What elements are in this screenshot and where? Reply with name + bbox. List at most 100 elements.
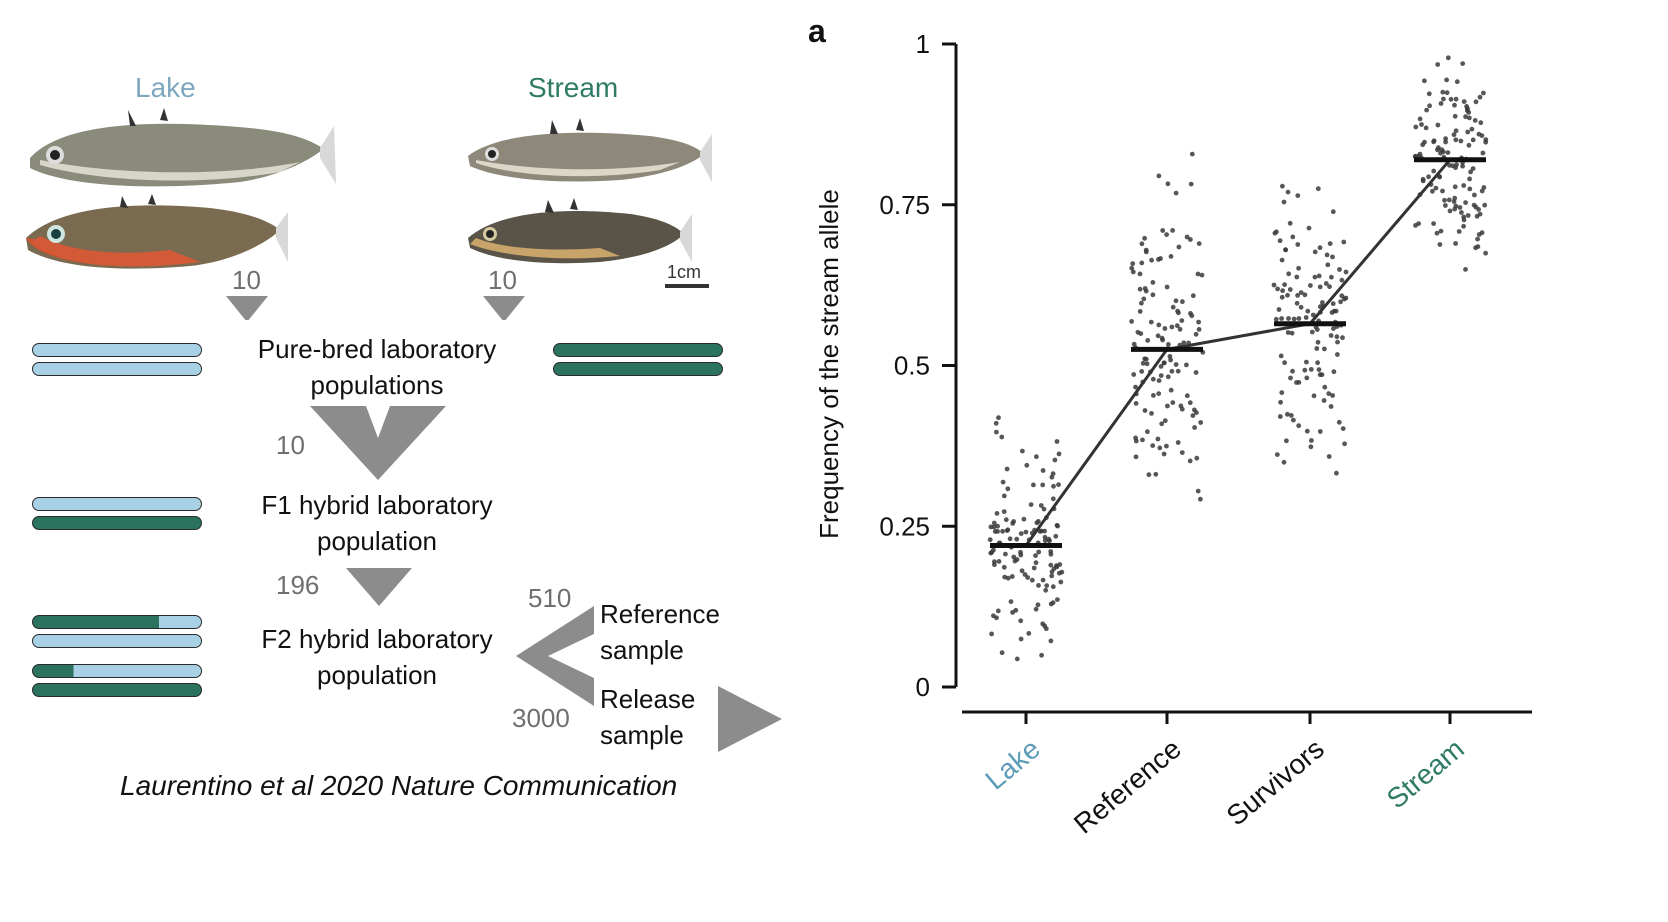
data-point (1330, 209, 1336, 215)
lake-fish-female-icon (26, 194, 288, 269)
data-point (1473, 99, 1479, 105)
data-point (1309, 438, 1314, 443)
data-point (1477, 94, 1483, 100)
data-point (995, 608, 1001, 614)
data-point (1143, 249, 1149, 255)
data-point (1158, 364, 1164, 369)
data-point (1195, 488, 1201, 494)
data-point (1416, 221, 1421, 227)
data-point (1316, 367, 1322, 372)
data-point (1479, 133, 1485, 139)
data-point (994, 429, 999, 435)
data-point (1034, 454, 1039, 460)
data-point (1438, 101, 1444, 106)
data-point (1129, 265, 1135, 271)
data-point (1165, 374, 1171, 380)
data-point (1168, 387, 1174, 393)
data-point (1286, 271, 1292, 277)
data-point (1150, 443, 1156, 448)
data-point (1438, 228, 1444, 234)
data-point (1444, 90, 1450, 96)
data-point (1146, 472, 1152, 478)
data-point (1330, 393, 1335, 398)
data-point (1139, 241, 1145, 247)
data-point (1426, 91, 1432, 97)
y-tick-label: 0 (916, 672, 930, 702)
data-point (1141, 296, 1147, 302)
lake-title: Lake (135, 72, 196, 103)
data-point (1179, 450, 1185, 455)
data-point (1156, 173, 1162, 179)
lake-fish-male-icon (30, 108, 336, 187)
data-point (1315, 339, 1321, 345)
data-point (1196, 319, 1201, 325)
data-point (1040, 482, 1046, 488)
data-point (1468, 169, 1473, 175)
data-point (1413, 124, 1419, 130)
data-point (1339, 293, 1345, 299)
data-point (1175, 368, 1181, 374)
data-point (1283, 247, 1288, 253)
data-point (989, 549, 995, 555)
data-point (1472, 192, 1477, 198)
data-point (1140, 360, 1146, 366)
data-point (1285, 411, 1290, 417)
data-point (1014, 656, 1020, 662)
data-point (1453, 128, 1459, 134)
data-point (1282, 282, 1287, 287)
data-point (1003, 517, 1009, 523)
data-point (1481, 90, 1486, 96)
data-point (1453, 241, 1458, 246)
data-point (1142, 235, 1147, 241)
data-point (1159, 421, 1165, 427)
mean-connector-line (1024, 158, 1452, 547)
data-point (1323, 281, 1329, 286)
data-point (1460, 61, 1466, 66)
data-point (1446, 197, 1452, 203)
data-point (1296, 423, 1302, 429)
data-point (1145, 429, 1150, 435)
data-point (1165, 181, 1171, 187)
data-point (1193, 370, 1199, 375)
data-point (1304, 428, 1310, 434)
data-point (1150, 376, 1156, 382)
data-point (1277, 238, 1283, 244)
data-point (1174, 323, 1180, 329)
data-point (1048, 601, 1054, 607)
data-point (1151, 393, 1156, 398)
data-point (1478, 120, 1484, 126)
data-point (1320, 300, 1325, 305)
data-point (1049, 474, 1055, 480)
data-point (1009, 574, 1015, 579)
data-point (1430, 188, 1435, 194)
data-point (1481, 185, 1487, 190)
data-point (1483, 250, 1488, 256)
data-point (1447, 208, 1453, 214)
f1-chromosome-stream (32, 516, 202, 530)
data-point (1188, 181, 1194, 187)
stream-fish-female-icon (468, 198, 692, 264)
data-point (1004, 466, 1010, 472)
data-point (1480, 150, 1486, 156)
data-point (1000, 528, 1005, 534)
data-point (1452, 195, 1458, 201)
data-point (1139, 300, 1144, 306)
data-point (1187, 458, 1193, 464)
data-point (1291, 417, 1296, 423)
data-point (1448, 96, 1454, 102)
data-point (1288, 375, 1293, 381)
data-point (1453, 96, 1459, 102)
data-point (989, 631, 994, 637)
release-sample-label: Release sample (600, 681, 695, 753)
data-point (1155, 436, 1161, 442)
data-point (1457, 205, 1463, 210)
data-point (1199, 272, 1205, 278)
data-point (1482, 202, 1488, 208)
data-point (1461, 183, 1467, 188)
reference-count: 510 (528, 583, 572, 613)
data-point (1153, 471, 1159, 477)
f2-chromosome-3 (32, 664, 202, 678)
data-point (1295, 293, 1300, 298)
purebred-label: Pure-bred laboratory populations (230, 331, 524, 403)
data-point (1445, 55, 1451, 61)
